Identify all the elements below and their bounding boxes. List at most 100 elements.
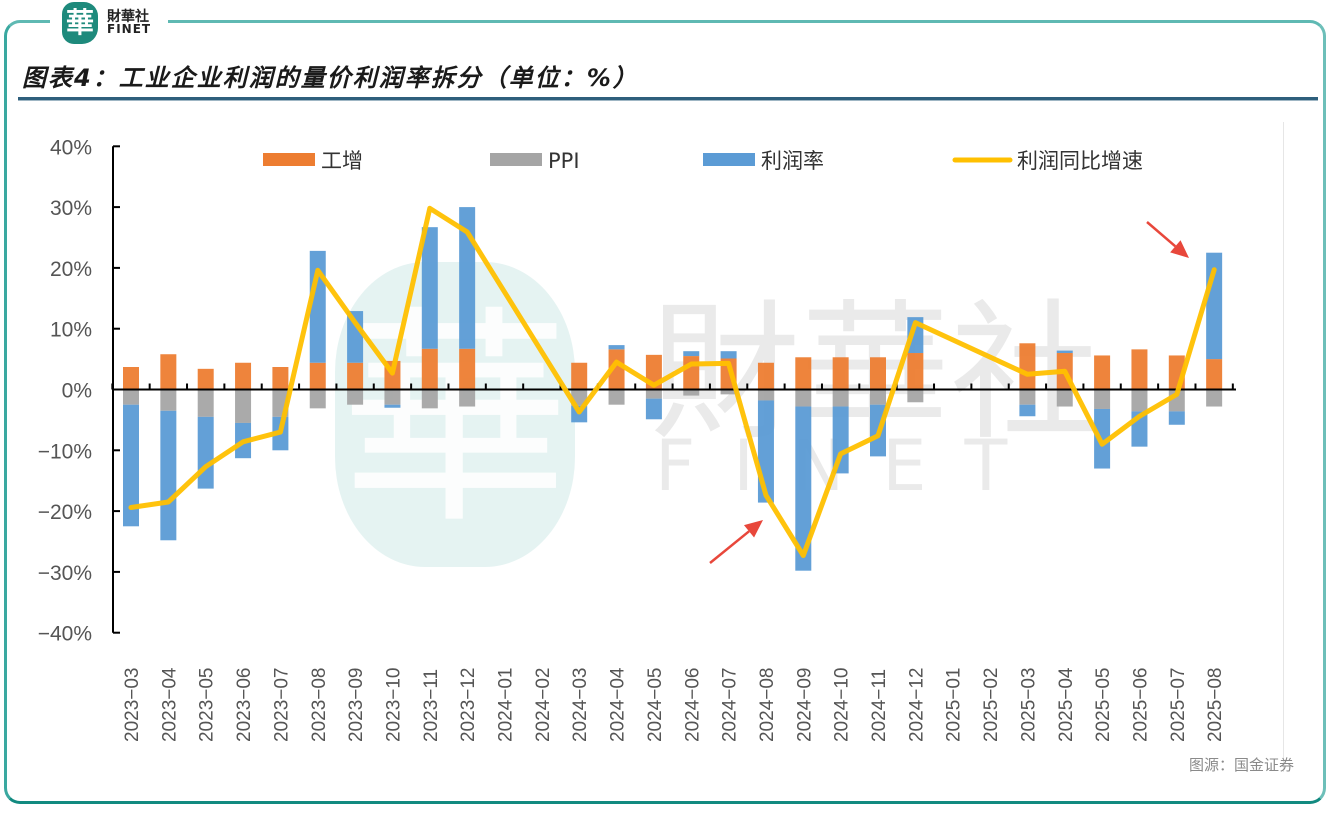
x-axis-label: 2023−06 — [234, 668, 255, 743]
legend-label: 利润同比增速 — [1017, 149, 1143, 173]
bar-segment — [1094, 355, 1111, 390]
x-axis-label: 2025−03 — [1018, 668, 1039, 743]
bar-segment — [160, 389, 177, 411]
y-axis-label: −30% — [38, 562, 92, 585]
legend-label: 工增 — [321, 149, 363, 173]
legend-swatch — [703, 153, 755, 166]
bar-segment — [235, 389, 252, 423]
x-axis-label: 2024−10 — [832, 668, 853, 743]
bar-segment — [683, 389, 700, 396]
bar-segment — [571, 362, 588, 390]
bar-segment — [235, 362, 252, 390]
y-axis-label: 30% — [50, 197, 92, 220]
bar-segment — [1056, 389, 1073, 407]
bar-segment — [1019, 343, 1036, 390]
bar-segment — [347, 362, 364, 390]
y-axis-label: −40% — [38, 623, 92, 646]
x-axis-label: 2024−12 — [906, 668, 927, 743]
arrow-2024-08-head — [743, 520, 763, 538]
chart-frame — [4, 20, 1326, 804]
finet-logo-icon: 華 — [62, 2, 98, 44]
logo-text-en: FINET — [107, 22, 152, 36]
x-axis-label: 2024−07 — [720, 668, 741, 743]
x-axis-label: 2024−03 — [570, 668, 591, 743]
source-note: 图源：国金证券 — [1189, 756, 1295, 774]
bar-segment — [1019, 389, 1036, 405]
x-axis-label: 2023−05 — [197, 668, 218, 743]
x-axis-label: 2024−02 — [533, 668, 554, 743]
bar-segment — [720, 351, 737, 359]
x-axis-label: 2024−06 — [682, 668, 703, 743]
bar-segment — [795, 389, 812, 407]
bar-segment — [870, 357, 886, 390]
y-axis-label: 40% — [50, 136, 92, 159]
x-axis-label: 2023−12 — [458, 668, 479, 743]
bar-segment — [309, 250, 326, 363]
x-axis-label: 2025−08 — [1205, 668, 1226, 743]
arrow-2024-08-shaft — [709, 530, 750, 564]
x-axis-label: 2025−06 — [1130, 668, 1151, 743]
axes — [111, 145, 1236, 634]
x-axis-label: 2024−09 — [794, 668, 815, 743]
bar-segment — [1131, 349, 1148, 390]
line-series — [128, 205, 1217, 558]
watermark-logo-glyph: 華 — [340, 288, 570, 555]
bar-segment — [683, 351, 700, 357]
bar-segment — [832, 406, 849, 474]
bar-segment — [421, 389, 438, 409]
y-axis-label: 10% — [50, 319, 92, 342]
bar-segment — [1019, 404, 1036, 417]
bar-segment — [421, 348, 438, 390]
bar-segment — [123, 367, 139, 390]
bar-segment — [645, 389, 662, 399]
watermark-logo-shape — [335, 262, 575, 567]
x-axis-label: 2024−11 — [869, 669, 890, 742]
bar-segment — [272, 367, 289, 390]
bar-segment — [197, 368, 214, 390]
bar-segment — [757, 362, 774, 390]
x-axis-label: 2025−05 — [1093, 668, 1114, 743]
chart-title: 图表4：工业企业利润的量价利润率拆分（单位：%） — [22, 64, 639, 92]
x-axis-label: 2025−04 — [1056, 667, 1077, 742]
bar-segment — [720, 389, 737, 395]
bar-segment — [608, 349, 625, 390]
watermark-text-en: FINET — [655, 425, 1045, 507]
bar-segment — [347, 389, 364, 405]
legend-swatch — [263, 153, 315, 166]
bar-segment — [197, 389, 214, 417]
bar-segment — [197, 416, 214, 489]
bar-segment — [757, 389, 774, 401]
bar-segment — [907, 353, 924, 390]
x-axis-label: 2023−08 — [309, 668, 330, 743]
bar-segment — [683, 356, 700, 390]
bar-segment — [1206, 359, 1223, 390]
x-axis-label: 2023−11 — [421, 669, 442, 742]
x-axis-label: 2024−01 — [496, 668, 517, 743]
bar-segment — [123, 404, 139, 527]
arrow-2025-08-shaft — [1146, 221, 1177, 248]
x-axis-label: 2025−07 — [1168, 668, 1189, 743]
legend-label: PPI — [548, 149, 580, 173]
bar-segment — [608, 345, 625, 350]
bar-segment — [608, 389, 625, 405]
x-axis-label: 2023−09 — [346, 668, 367, 743]
annotation-arrows — [709, 221, 1189, 564]
bar-segment — [160, 354, 177, 390]
bar-segment — [795, 406, 812, 571]
bar-segment — [870, 389, 886, 405]
legend: 工增 PPI 利润率 利润同比增速 — [263, 149, 1143, 173]
y-axis-label: 0% — [62, 380, 92, 403]
profit-yoy-line — [128, 205, 1217, 558]
bar-segment — [645, 398, 662, 420]
x-axis-label: 2023−03 — [122, 668, 143, 743]
bar-segment — [421, 227, 438, 349]
bar-segment — [459, 348, 476, 390]
x-axis-label: 2023−04 — [159, 667, 180, 742]
y-axis-labels: 40% 30% 20% 10% 0% −10% −20% −30% −40% — [38, 136, 92, 645]
x-axis-label: 2024−04 — [608, 667, 629, 742]
x-axis-label: 2025−01 — [944, 668, 965, 742]
x-axis-label: 2025−02 — [981, 667, 1002, 742]
bar-segment — [123, 389, 139, 405]
